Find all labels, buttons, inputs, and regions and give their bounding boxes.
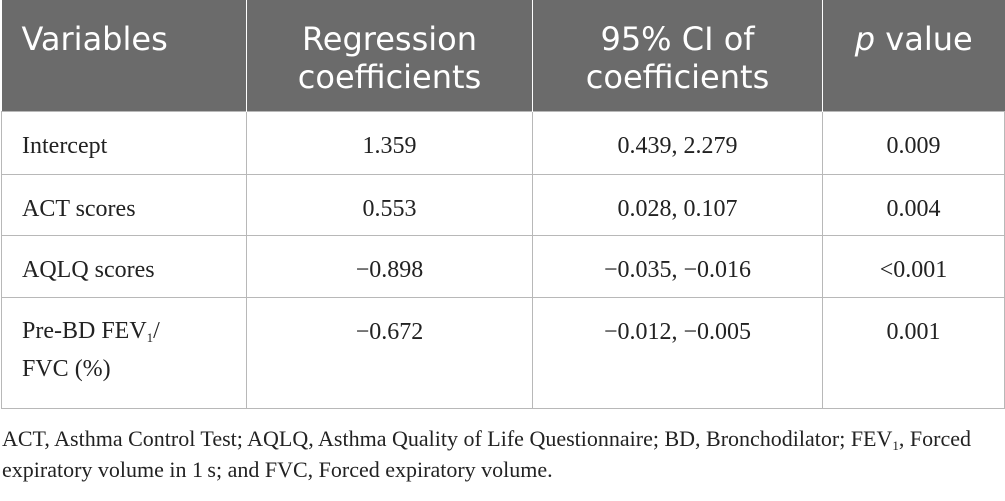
cell-p-value: 0.001	[822, 296, 1005, 409]
cell-p-value: 0.004	[822, 173, 1005, 236]
cell-variable: AQLQ scores	[1, 234, 247, 298]
header-regression-coefficients: Regression coefficients	[246, 0, 533, 111]
footnote-subscript: 1	[892, 437, 899, 453]
header-text-line1: Regression	[301, 20, 478, 58]
header-p-rest: value	[875, 20, 973, 58]
table-footnote: ACT, Asthma Control Test; AQLQ, Asthma Q…	[2, 423, 1002, 485]
variable-slash: /	[153, 317, 160, 344]
table-row: AQLQ scores −0.898 −0.035, −0.016 <0.001	[1, 234, 1005, 298]
header-variables: Variables	[2, 0, 247, 111]
cell-coefficient: −0.672	[246, 296, 533, 409]
header-text-line1: 95% CI of	[600, 20, 755, 58]
table-row: Intercept 1.359 0.439, 2.279 0.009	[1, 110, 1005, 175]
header-text-line2: coefficients	[297, 58, 482, 96]
cell-coefficient: 0.553	[246, 173, 533, 236]
cell-p-value: 0.009	[822, 110, 1005, 175]
header-row: Variables Regression coefficients 95% CI…	[1, 0, 1005, 111]
header-ci: 95% CI of coefficients	[532, 0, 823, 111]
variable-text-line2: FVC (%)	[22, 355, 111, 382]
header-p-italic: p	[854, 20, 876, 58]
cell-ci: 0.028, 0.107	[532, 173, 823, 236]
cell-variable: Pre-BD FEV1/ FVC (%)	[1, 296, 247, 409]
regression-table: Variables Regression coefficients 95% CI…	[1, 0, 1005, 409]
cell-variable: ACT scores	[1, 173, 247, 236]
cell-ci: −0.035, −0.016	[532, 234, 823, 298]
table-row: Pre-BD FEV1/ FVC (%) −0.672 −0.012, −0.0…	[1, 296, 1005, 409]
header-p-value: p value	[822, 0, 1005, 111]
cell-coefficient: −0.898	[246, 234, 533, 298]
cell-coefficient: 1.359	[246, 110, 533, 175]
variable-text: Pre-BD FEV	[22, 317, 147, 344]
footnote-text: ACT, Asthma Control Test; AQLQ, Asthma Q…	[2, 425, 893, 451]
cell-p-value: <0.001	[822, 234, 1005, 298]
cell-ci: 0.439, 2.279	[532, 110, 823, 175]
footnote-text-end: , Forced expiratory volume in 1 s; and F…	[2, 425, 971, 482]
table-row: ACT scores 0.553 0.028, 0.107 0.004	[1, 173, 1005, 236]
results-table-container: Variables Regression coefficients 95% CI…	[1, 0, 1005, 485]
cell-variable: Intercept	[1, 110, 247, 175]
cell-ci: −0.012, −0.005	[532, 296, 823, 409]
header-text-line2: coefficients	[585, 58, 770, 96]
subscript-one: 1	[146, 329, 154, 345]
header-variables-text: Variables	[21, 20, 168, 58]
